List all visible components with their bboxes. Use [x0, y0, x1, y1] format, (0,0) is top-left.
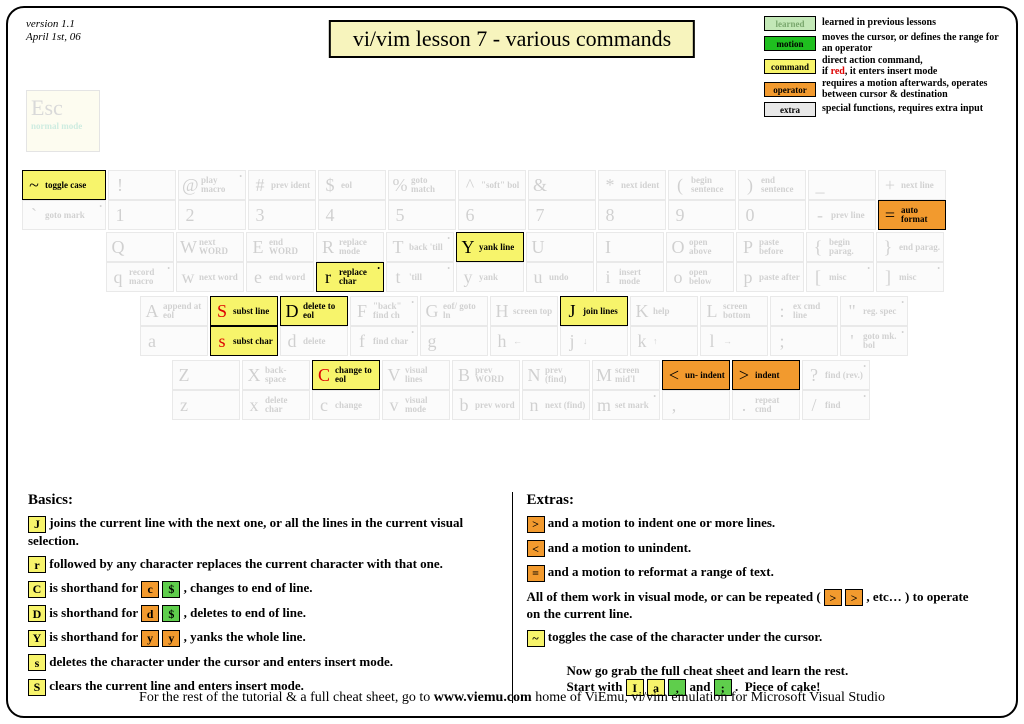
key: $eol4 [318, 170, 386, 230]
key: Oopen aboveoopen below [666, 232, 734, 294]
key: *next ident8 [598, 170, 666, 230]
legend-row: command direct action command,if red, it… [764, 56, 1002, 77]
key: Jjoin linesj↓ [560, 296, 628, 358]
key: ^"soft" bol6 [458, 170, 526, 230]
key: Ddelete to eolddelete [280, 296, 348, 358]
key: Cchange to eolcchange [312, 360, 380, 422]
legend-text: special functions, requires extra input [822, 104, 1002, 115]
page-title: vi/vim lesson 7 - various commands [329, 20, 695, 58]
key: Rreplace moderreplace char [316, 232, 384, 294]
legend-text: direct action command,if red, it enters … [822, 56, 1002, 77]
basics-list: J joins the current line with the next o… [28, 515, 474, 696]
key: Zz [172, 360, 240, 422]
legend-row: motion moves the cursor, or defines the … [764, 33, 1002, 54]
basics-col: Basics: J joins the current line with th… [28, 492, 498, 703]
line: r followed by any character replaces the… [28, 556, 474, 574]
key: @play macro2 [178, 170, 246, 230]
legend: learned learned in previous lessons motio… [764, 16, 1002, 119]
version-block: version 1.1 April 1st, 06 [26, 18, 81, 44]
key: Vvisual linesvvisual mode [382, 360, 450, 422]
line: < and a motion to unindent. [527, 540, 973, 558]
legend-chip: learned [764, 16, 816, 31]
line: C is shorthand for c $ , changes to end … [28, 580, 474, 598]
key: Eend WORDeend word [246, 232, 314, 294]
key: (begin sentence9 [668, 170, 736, 230]
legend-chip: extra [764, 102, 816, 117]
key: Mscreen mid'lmset mark [592, 360, 660, 422]
key: )end sentence0 [738, 170, 806, 230]
key: Khelpk↑ [630, 296, 698, 358]
extras-title: Extras: [527, 492, 973, 509]
legend-text: moves the cursor, or defines the range f… [822, 33, 1002, 54]
col-divider [512, 492, 513, 703]
key: _-prev line [808, 170, 876, 230]
key: Xback- spacexdelete char [242, 360, 310, 422]
line: ~ toggles the case of the character unde… [527, 629, 973, 647]
bottom-columns: Basics: J joins the current line with th… [28, 492, 996, 703]
key: Yyank lineyyank [456, 232, 524, 294]
legend-row: extra special functions, requires extra … [764, 102, 1002, 117]
esc-key: Esc normal mode [26, 90, 100, 152]
line: Y is shorthand for y y , yanks the whole… [28, 629, 474, 647]
key: Ssubst linessubst char [210, 296, 278, 358]
legend-row: learned learned in previous lessons [764, 16, 1002, 31]
key: Wnext WORDwnext word [176, 232, 244, 294]
key: {begin parag.[misc [806, 232, 874, 294]
kbd-row: ~toggle case`goto mark!1@play macro2#pre… [22, 170, 948, 230]
key: Bprev WORDbprev word [452, 360, 520, 422]
line: > and a motion to indent one or more lin… [527, 515, 973, 533]
key: Iiinsert mode [596, 232, 664, 294]
line: s deletes the character under the cursor… [28, 654, 474, 672]
version-line: version 1.1 [26, 18, 81, 31]
key: }end parag.]misc [876, 232, 944, 294]
key: :ex cmd line; [770, 296, 838, 358]
key: ?find (rev.)/find [802, 360, 870, 422]
legend-chip: operator [764, 82, 816, 97]
frame: version 1.1 April 1st, 06 vi/vim lesson … [6, 6, 1018, 718]
extras-list: > and a motion to indent one or more lin… [527, 515, 973, 647]
legend-chip: command [764, 59, 816, 74]
key: >indent.repeat cmd [732, 360, 800, 422]
legend-text: learned in previous lessons [822, 18, 1002, 29]
key: #prev ident3 [248, 170, 316, 230]
key: Geof/ goto lng [420, 296, 488, 358]
key: +next line=auto format [878, 170, 946, 230]
footer: For the rest of the tutorial & a full ch… [8, 690, 1016, 706]
line: J joins the current line with the next o… [28, 515, 474, 549]
line: All of them work in visual mode, or can … [527, 589, 973, 623]
key: "reg. spec'goto mk. bol [840, 296, 908, 358]
kbd-row: Aappend at eolaSsubst linessubst charDde… [22, 296, 948, 358]
esc-label: normal mode [31, 121, 95, 131]
key: Ppaste beforeppaste after [736, 232, 804, 294]
key: Tback 'tillt'till [386, 232, 454, 294]
key: <un- indent, [662, 360, 730, 422]
key: Nprev (find)nnext (find) [522, 360, 590, 422]
key: Aappend at eola [140, 296, 208, 358]
esc-glyph: Esc [31, 95, 95, 121]
key: ~toggle case`goto mark [22, 170, 106, 230]
key: F"back" find chffind char [350, 296, 418, 358]
key: Qqrecord macro [106, 232, 174, 294]
legend-row: operator requires a motion afterwards, o… [764, 79, 1002, 100]
key: Lscreen bottoml→ [700, 296, 768, 358]
kbd-row: Qqrecord macroWnext WORDwnext wordEend W… [22, 232, 948, 294]
date-line: April 1st, 06 [26, 31, 81, 44]
key: Hscreen toph← [490, 296, 558, 358]
line: = and a motion to reformat a range of te… [527, 564, 973, 582]
legend-text: requires a motion afterwards, operates b… [822, 79, 1002, 100]
key: %goto match5 [388, 170, 456, 230]
kbd-row: ZzXback- spacexdelete charCchange to eol… [22, 360, 948, 422]
line: D is shorthand for d $ , deletes to end … [28, 605, 474, 623]
key: Uuundo [526, 232, 594, 294]
extras-col: Extras: > and a motion to indent one or … [527, 492, 997, 703]
key: &7 [528, 170, 596, 230]
key: !1 [108, 170, 176, 230]
keyboard: ~toggle case`goto mark!1@play macro2#pre… [22, 170, 948, 424]
basics-title: Basics: [28, 492, 474, 509]
legend-chip: motion [764, 36, 816, 51]
